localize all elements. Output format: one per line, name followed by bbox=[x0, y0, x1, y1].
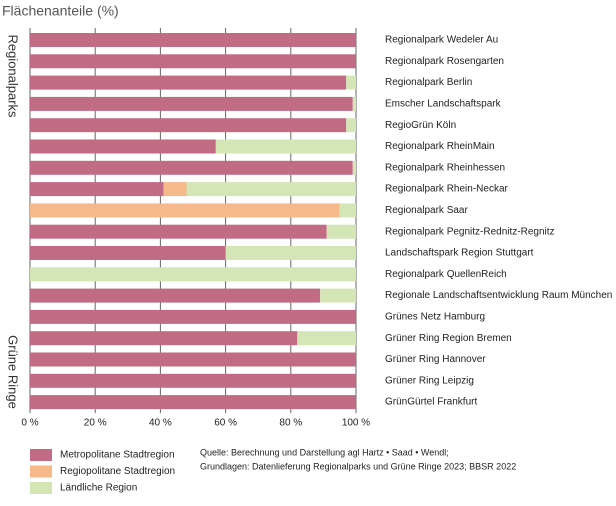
y-tick-label: Grüner Ring Leipzig bbox=[385, 375, 474, 386]
bar-segment bbox=[30, 160, 353, 175]
bar-segment bbox=[352, 96, 356, 111]
y-tick-label: Regionale Landschaftsentwicklung Raum Mü… bbox=[385, 290, 612, 301]
bar-segment bbox=[30, 288, 321, 303]
bar-segment bbox=[30, 395, 356, 410]
group-label: Regionalparks bbox=[6, 34, 21, 118]
bar-segment bbox=[346, 118, 356, 133]
y-tick-label: Regionalpark Pegnitz-Rednitz-Regnitz bbox=[385, 226, 555, 237]
y-tick-label: Regionalpark QuellenReich bbox=[385, 269, 507, 280]
bar-segment bbox=[30, 54, 356, 69]
y-tick-label: Regionalpark Rhein-Neckar bbox=[385, 184, 509, 195]
x-tick-label: 60 % bbox=[214, 418, 237, 429]
y-tick-label: Grüner Ring Region Bremen bbox=[385, 333, 512, 344]
bar-segment bbox=[186, 182, 356, 197]
bar-segment bbox=[30, 203, 340, 218]
bar-segment bbox=[326, 224, 356, 239]
source: Quelle: Berechnung und Darstellung agl H… bbox=[200, 447, 449, 457]
y-tick-label: Grünes Netz Hamburg bbox=[385, 312, 485, 323]
bar-segment bbox=[30, 33, 356, 47]
y-tick-label: Regionalpark Wedeler Au bbox=[385, 35, 498, 46]
bar-segment bbox=[30, 373, 356, 388]
bar-segment bbox=[320, 288, 356, 303]
bar-segment bbox=[352, 160, 356, 175]
legend-label: Metropolitane Stadtregion bbox=[60, 450, 175, 461]
bar-segment bbox=[30, 224, 327, 239]
bar-segment bbox=[346, 75, 356, 90]
bar-segment bbox=[297, 331, 356, 346]
y-tick-label: GrünGürtel Frankfurt bbox=[385, 397, 477, 408]
legend-swatch bbox=[30, 482, 52, 494]
chart-title: Flächenanteile (%) bbox=[2, 3, 119, 19]
bar-segment bbox=[30, 309, 356, 324]
bar-segment bbox=[30, 75, 347, 90]
source: Grundlagen: Datenlieferung Regionalparks… bbox=[200, 461, 516, 471]
bar-segment bbox=[30, 182, 164, 197]
bar-segment bbox=[225, 246, 356, 260]
bar-segment bbox=[30, 139, 216, 154]
y-tick-label: RegioGrün Köln bbox=[385, 120, 456, 131]
x-tick-label: 20 % bbox=[84, 418, 107, 429]
x-tick-label: 80 % bbox=[279, 418, 302, 429]
y-tick-label: Regionalpark Berlin bbox=[385, 77, 472, 88]
group-label: Grüne Ringe bbox=[6, 335, 21, 409]
bar-segment bbox=[30, 352, 356, 367]
legend-label: Ländliche Region bbox=[60, 483, 137, 494]
bar-segment bbox=[339, 203, 356, 218]
bar-segment bbox=[30, 118, 347, 133]
x-tick-label: 40 % bbox=[149, 418, 172, 429]
bar-segment bbox=[30, 96, 353, 111]
bar-segment bbox=[30, 246, 226, 260]
legend-swatch bbox=[30, 465, 52, 478]
legend-label: Regiopolitane Stadtregion bbox=[60, 466, 175, 477]
y-tick-label: Regionalpark RheinMain bbox=[385, 141, 495, 152]
x-tick-label: 0 % bbox=[21, 418, 38, 429]
y-tick-label: Regionalpark Rheinhessen bbox=[385, 162, 505, 173]
y-tick-label: Landschaftspark Region Stuttgart bbox=[385, 248, 534, 259]
y-tick-label: Regionalpark Saar bbox=[385, 205, 468, 216]
bar-segment bbox=[215, 139, 356, 154]
legend-swatch bbox=[30, 449, 52, 461]
y-tick-label: Grüner Ring Hannover bbox=[385, 354, 486, 365]
bar-segment bbox=[163, 182, 187, 197]
y-tick-label: Emscher Landschaftspark bbox=[385, 99, 502, 110]
bar-segment bbox=[30, 331, 298, 346]
x-tick-label: 100 % bbox=[342, 418, 370, 429]
bar-segment bbox=[30, 267, 356, 282]
y-tick-label: Regionalpark Rosengarten bbox=[385, 56, 504, 67]
